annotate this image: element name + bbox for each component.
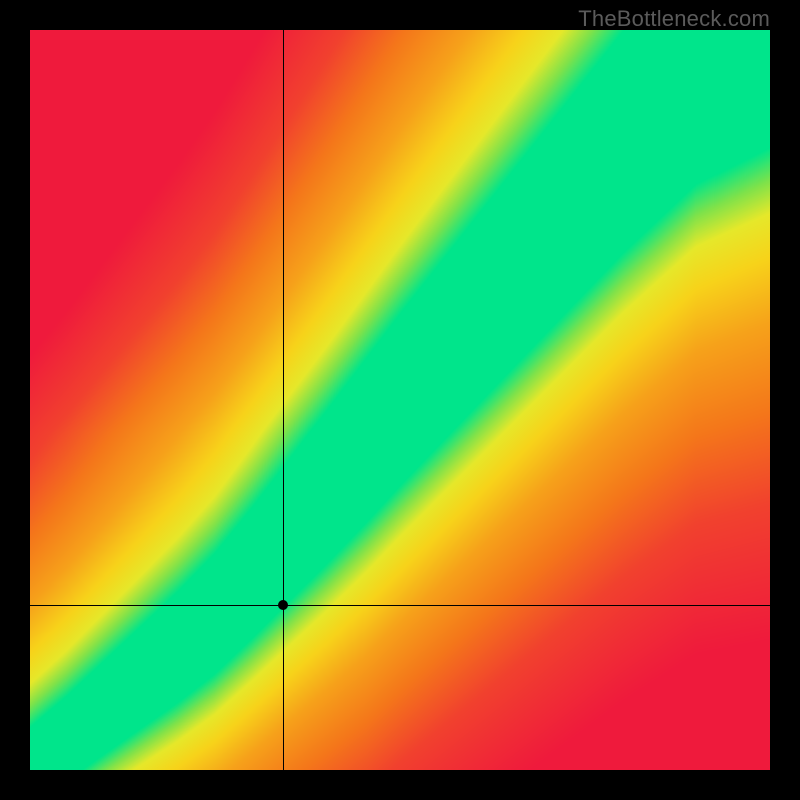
plot-area [30, 30, 770, 770]
marker-dot [278, 600, 288, 610]
chart-frame: TheBottleneck.com [0, 0, 800, 800]
heatmap-canvas [30, 30, 770, 770]
crosshair-horizontal [30, 605, 770, 606]
watermark-text: TheBottleneck.com [578, 6, 770, 32]
crosshair-vertical [283, 30, 284, 770]
